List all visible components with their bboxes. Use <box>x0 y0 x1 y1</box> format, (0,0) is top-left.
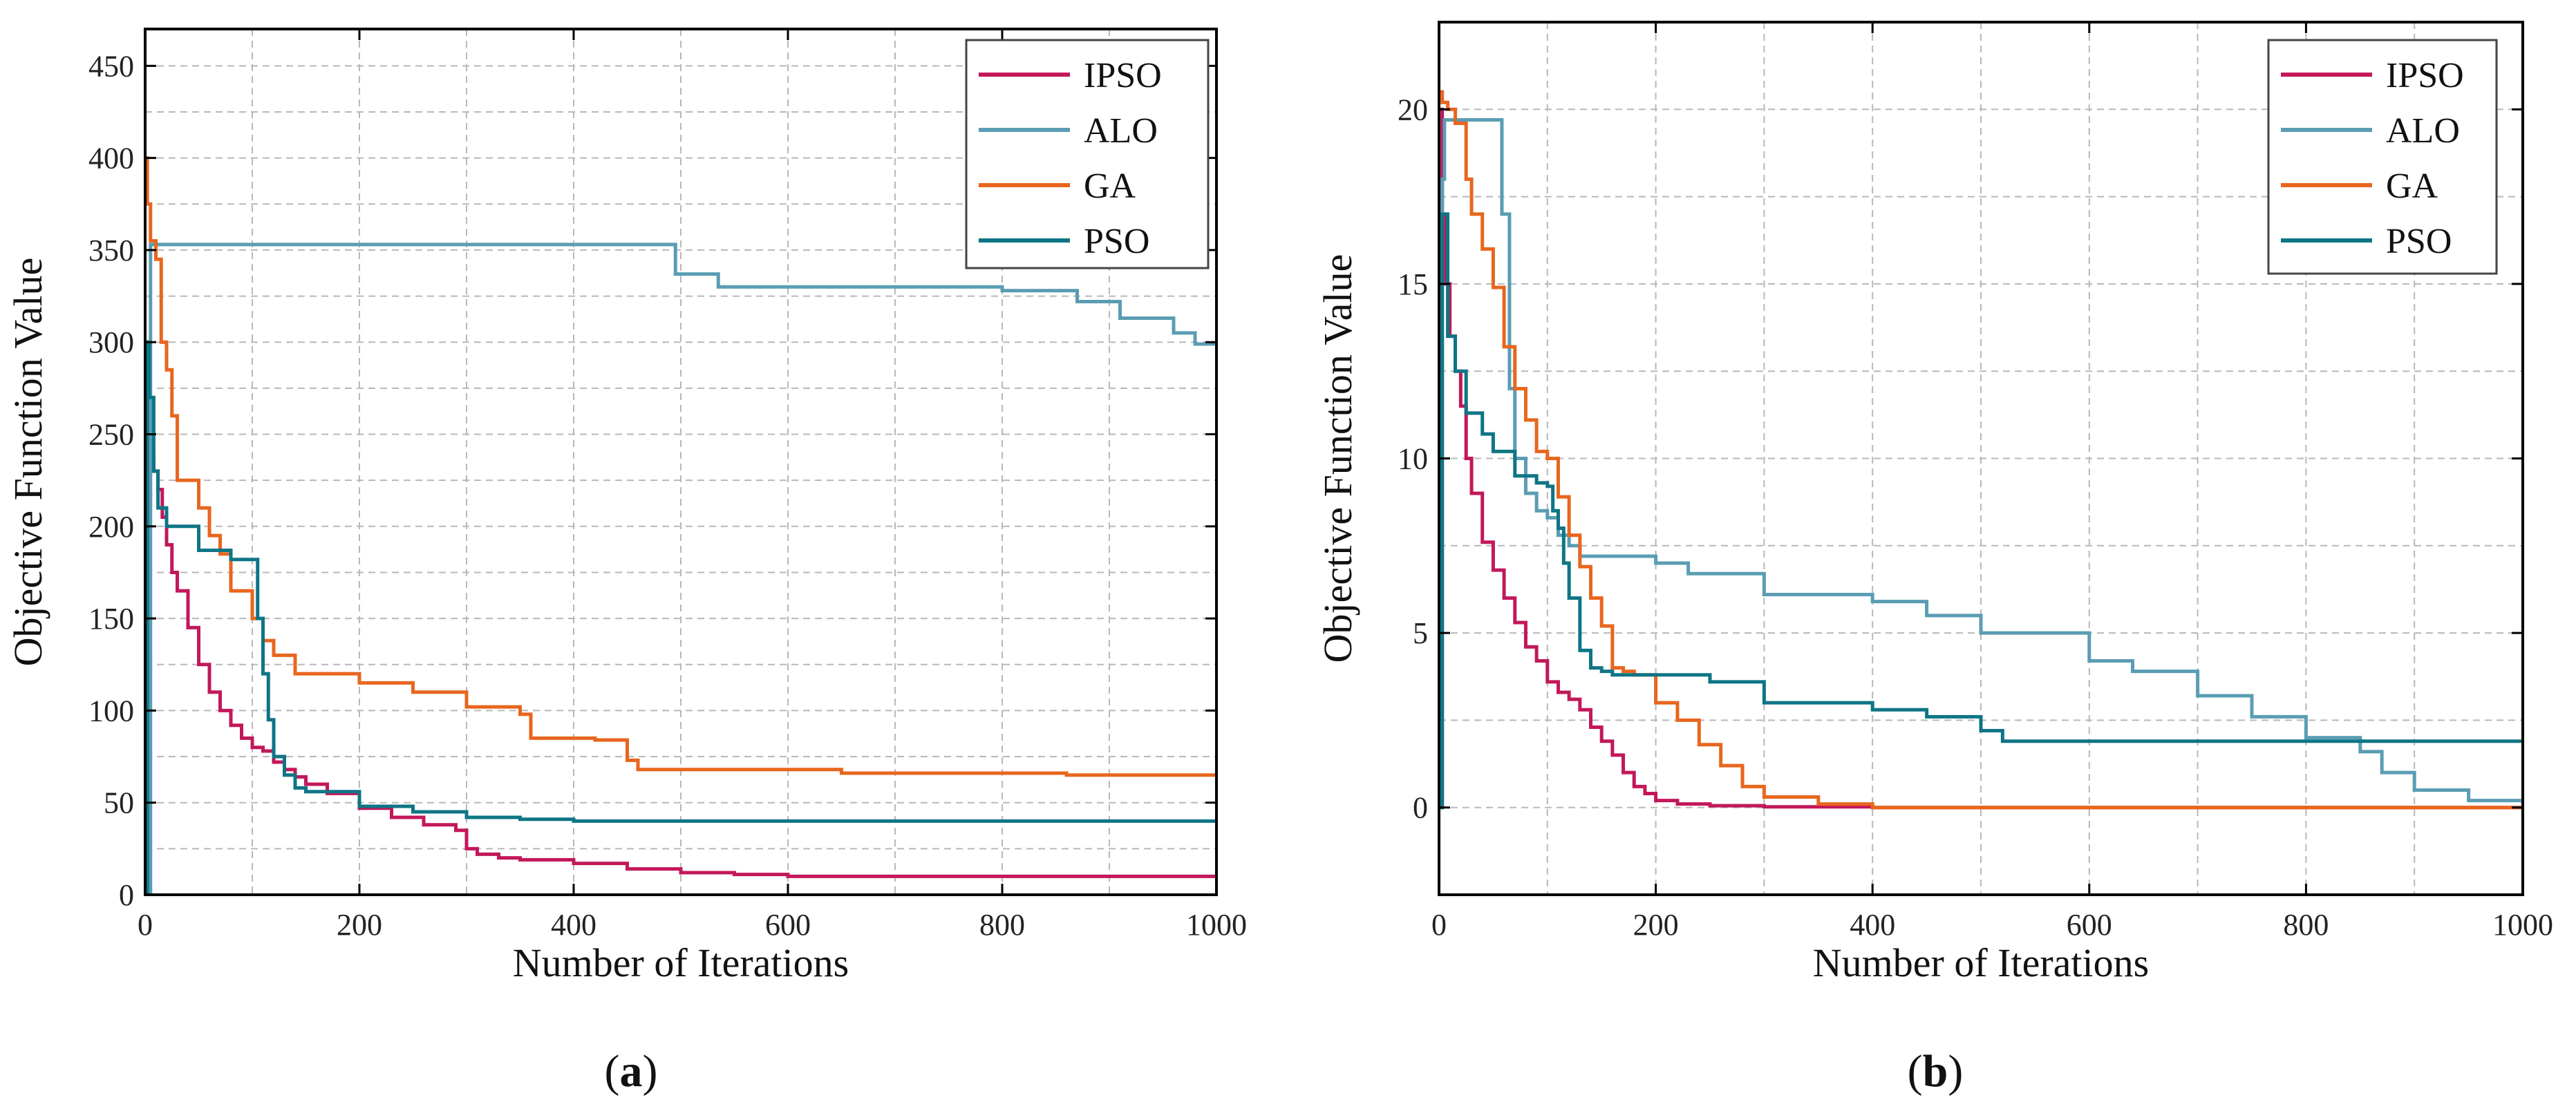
y-tick-label: 200 <box>88 510 134 544</box>
x-axis-label-a: Number of Iterations <box>513 940 849 985</box>
y-tick-label: 100 <box>88 694 134 728</box>
x-axis-label-b: Number of Iterations <box>1813 940 2149 985</box>
y-tick-label: 350 <box>88 234 134 267</box>
x-tick-label: 600 <box>2067 908 2112 942</box>
series-b <box>1439 90 2523 810</box>
y-tick-label: 15 <box>1398 267 1428 301</box>
y-axis-label-b: Objective Function Value <box>1315 254 1360 663</box>
legend-label-alo: ALO <box>2386 111 2460 151</box>
series-line-ga <box>145 156 1216 777</box>
y-tick-label: 0 <box>1413 791 1428 825</box>
x-tick-label: 800 <box>979 908 1025 942</box>
x-tick-label: 800 <box>2283 908 2329 942</box>
x-tick-label: 0 <box>1431 908 1447 942</box>
legend-box <box>2267 39 2498 275</box>
ticks-b: 0 200 400 600 800 1000 0 5 10 15 20 <box>1398 22 2553 942</box>
chart-panel-a: 0 200 400 600 800 1000 0 50 100 150 200 250 300 350 40… <box>6 28 1247 1097</box>
y-tick-label: 20 <box>1398 93 1428 126</box>
y-tick-label: 0 <box>119 878 134 912</box>
x-tick-label: 1000 <box>2492 908 2553 942</box>
grid-a <box>145 29 1216 895</box>
series-line-alo <box>1439 117 2523 810</box>
x-tick-label: 400 <box>1850 908 1895 942</box>
y-tick-label: 300 <box>88 325 134 359</box>
series-line-pso <box>1439 212 2523 810</box>
y-tick-label: 5 <box>1413 616 1428 650</box>
y-tick-label: 10 <box>1398 442 1428 476</box>
x-tick-label: 400 <box>551 908 596 942</box>
legend-label-ipso: IPSO <box>1084 56 1162 95</box>
legend-label-pso: PSO <box>1084 222 1149 261</box>
series-line-ipso <box>1439 107 2523 810</box>
legend-label-alo: ALO <box>1084 111 1158 151</box>
plot-frame-a <box>144 28 1218 896</box>
series-line-pso <box>145 340 1216 895</box>
caption-b: (b) <box>1908 1046 1964 1097</box>
series-line-alo <box>145 243 1216 895</box>
legend-b: IPSO ALO GA PSO <box>2267 39 2498 275</box>
legend-box <box>965 39 1210 269</box>
x-tick-label: 200 <box>1633 908 1679 942</box>
legend-label-ga: GA <box>2386 167 2438 206</box>
x-tick-label: 600 <box>765 908 811 942</box>
y-tick-label: 150 <box>88 602 134 636</box>
y-tick-label: 450 <box>88 49 134 83</box>
legend-label-ipso: IPSO <box>2386 56 2464 95</box>
y-tick-label: 50 <box>104 786 134 820</box>
legend-label-ga: GA <box>1084 167 1136 206</box>
legend-a: IPSO ALO GA PSO <box>965 39 1210 269</box>
x-tick-label: 0 <box>138 908 153 942</box>
ticks-a: 0 200 400 600 800 1000 0 50 100 150 200 250 300 350 40… <box>88 29 1247 942</box>
legend-label-pso: PSO <box>2386 222 2452 261</box>
y-axis-label-a: Objective Function Value <box>6 258 50 667</box>
series-a <box>145 156 1216 895</box>
chart-panel-b: 0 200 400 600 800 1000 0 5 10 15 20 Number of Iter… <box>1315 21 2553 1097</box>
y-tick-label: 400 <box>88 142 134 175</box>
y-tick-label: 250 <box>88 418 134 452</box>
x-tick-label: 1000 <box>1186 908 1247 942</box>
series-line-ga <box>1439 90 2523 810</box>
x-tick-label: 200 <box>337 908 382 942</box>
caption-a: (a) <box>605 1046 658 1097</box>
